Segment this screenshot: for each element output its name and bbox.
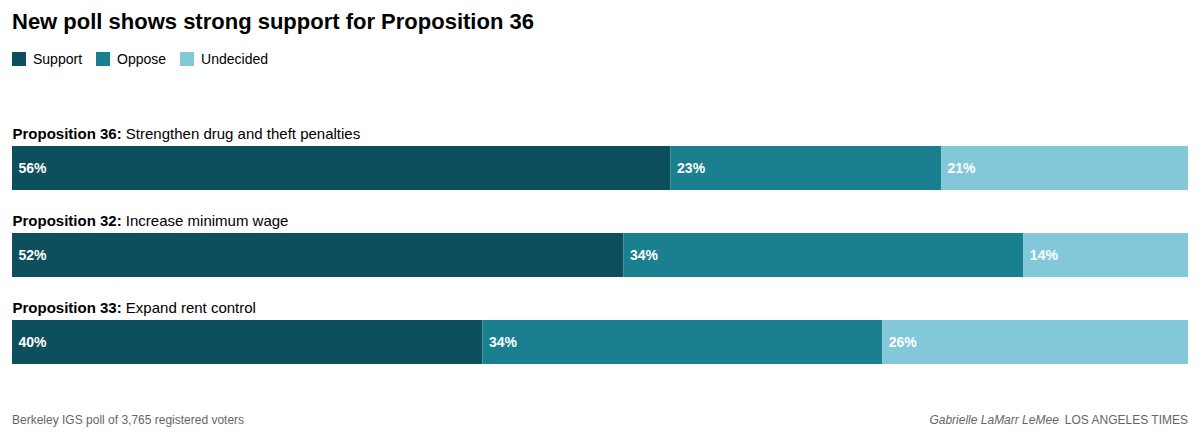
html-text:New poll shows strong support: New poll shows strong support for Propos… [12, 9, 534, 34]
svg-text:52%: 52% [19, 247, 48, 263]
html-text:Berkeley IGS poll of 3,765 reg: Berkeley IGS poll of 3,765 registered vo… [12, 413, 245, 427]
svg-text:Proposition 36: Strengthen dru: Proposition 36: Strengthen drug and thef… [13, 125, 361, 142]
svg-text:14%: 14% [1030, 247, 1059, 263]
html-text:Support: Support [33, 50, 82, 67]
svg-text:21%: 21% [948, 160, 977, 176]
html-text:LOS ANGELES TIMES: LOS ANGELES TIMES [1064, 413, 1188, 427]
svg-text:Proposition 32: Increase minim: Proposition 32: Increase minimum wage [13, 212, 289, 229]
svg-text:23%: 23% [677, 160, 706, 176]
html-text:Oppose: Oppose [117, 50, 167, 67]
html-text:Undecided: Undecided [201, 50, 268, 67]
svg-text:34%: 34% [630, 247, 659, 263]
svg-text:Proposition 33: Expand rent co: Proposition 33: Expand rent control [13, 299, 256, 316]
svg-text:26%: 26% [889, 334, 918, 350]
html-text:Gabrielle LaMarr LeMee: Gabrielle LaMarr LeMee [929, 413, 1059, 427]
svg-text:56%: 56% [19, 160, 48, 176]
svg-text:40%: 40% [19, 334, 48, 350]
svg-text:34%: 34% [489, 334, 518, 350]
